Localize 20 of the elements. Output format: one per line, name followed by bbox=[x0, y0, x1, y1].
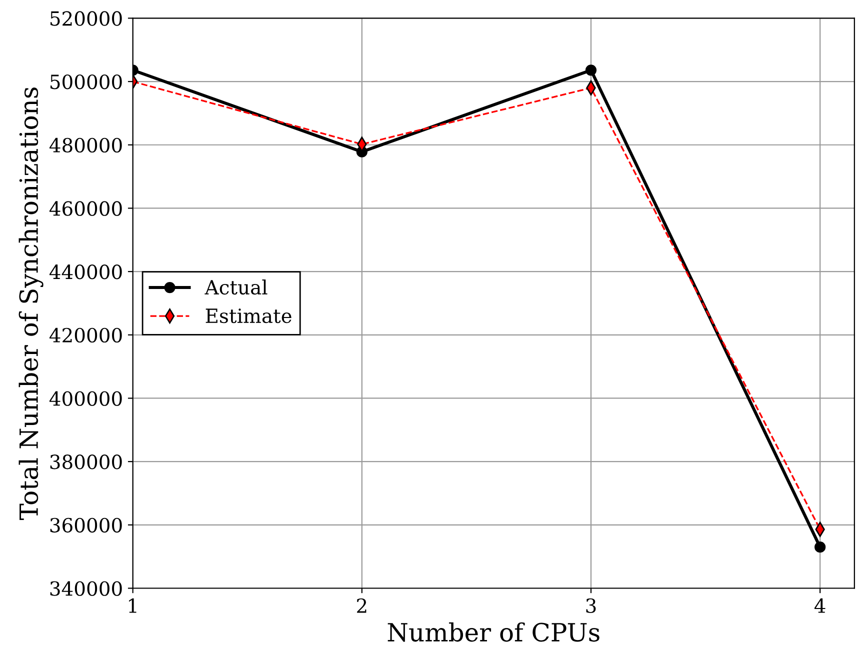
y-tick-label: 420000 bbox=[49, 328, 122, 343]
y-tick-label: 500000 bbox=[50, 74, 122, 90]
x-tick-label: 3 bbox=[586, 598, 596, 614]
y-tick-label: 340000 bbox=[50, 581, 122, 596]
y-tick-label: 380000 bbox=[50, 454, 122, 470]
point bbox=[585, 64, 597, 76]
y-tick-label: 460000 bbox=[49, 201, 122, 216]
x-tick-label: 4 bbox=[814, 598, 826, 613]
y-tick-label: 440000 bbox=[49, 264, 122, 280]
x-tick-label: 1 bbox=[129, 598, 136, 613]
y-tick-label: 520000 bbox=[50, 11, 122, 26]
legend-label: Estimate bbox=[206, 308, 292, 324]
x-tick-label: 2 bbox=[357, 598, 366, 613]
y-tick-label: 400000 bbox=[49, 391, 122, 406]
point bbox=[814, 542, 826, 553]
y-axis-title: Total Number of Synchronizations bbox=[18, 88, 44, 520]
y-tick-label: 480000 bbox=[49, 138, 122, 153]
legend-label: Actual bbox=[204, 280, 268, 295]
x-axis-title: Number of CPUs bbox=[388, 622, 600, 642]
y-tick-label: 360000 bbox=[50, 518, 122, 533]
